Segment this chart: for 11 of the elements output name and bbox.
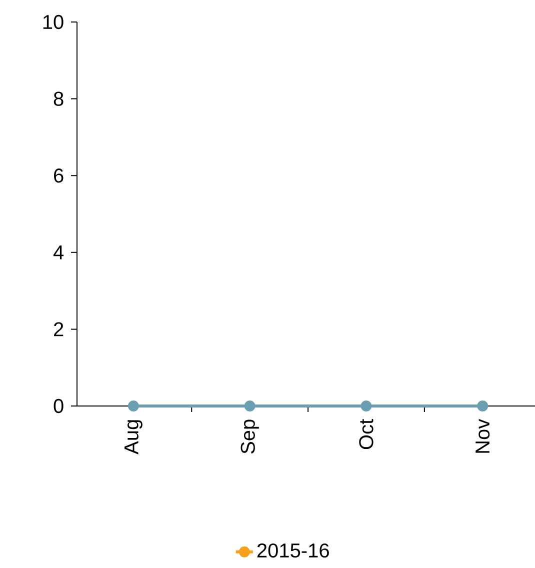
y-tick-label: 8	[54, 92, 64, 106]
y-tick-label: 10	[43, 14, 64, 30]
y-tick-label: 2	[54, 322, 64, 336]
y-tick-label: 6	[54, 168, 64, 183]
y-tick-label: 0	[54, 398, 64, 414]
x-tick-label: Sep	[240, 420, 259, 454]
y-tick-label: 4	[53, 246, 64, 260]
x-tick-label: Oct	[359, 419, 374, 450]
x-tick-label: Aug	[124, 420, 142, 454]
legend-label: 2015-16	[257, 543, 329, 558]
x-tick-label: Nov	[476, 418, 490, 453]
